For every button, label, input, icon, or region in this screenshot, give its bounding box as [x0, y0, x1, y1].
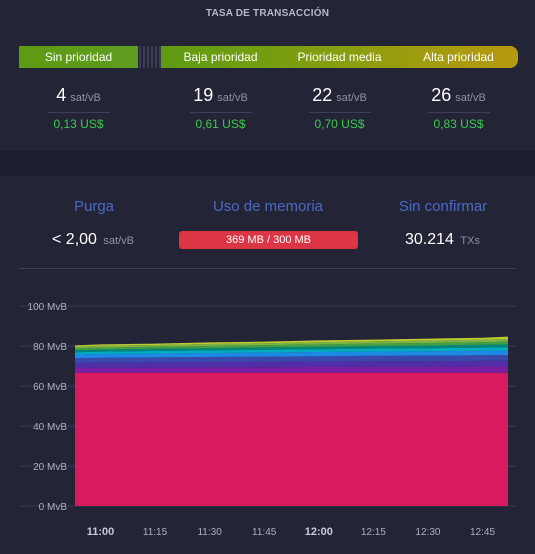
unconfirmed-unit: TXs — [460, 235, 480, 247]
area-series-7 — [75, 341, 508, 351]
unconfirmed-title: Sin confirmar — [398, 198, 488, 215]
fee-low-unit: sat/vB — [217, 92, 248, 104]
area-series-4 — [75, 350, 508, 359]
purge-value-wrap: < 2,00 sat/vB — [52, 231, 134, 249]
fee-high-rate: 26 — [431, 85, 452, 105]
fee-high: 26 sat/vB 0,83 US$ — [399, 84, 518, 132]
y-tick-label: 40 MvB — [33, 422, 67, 433]
purge-unit: sat/vB — [103, 235, 134, 247]
fee-medium-rate: 22 — [312, 85, 333, 105]
fee-none-rate: 4 — [56, 85, 67, 105]
y-tick-label: 80 MvB — [33, 342, 67, 353]
purge-value: < 2,00 — [52, 231, 97, 248]
mempool-panel: Purga < 2,00 sat/vB Uso de memoria 369 M… — [0, 176, 535, 554]
y-tick-label: 60 MvB — [33, 382, 67, 393]
priority-high-label: Alta prioridad — [423, 50, 494, 64]
unconfirmed-value: 30.214 — [405, 231, 454, 248]
purge-title: Purga — [73, 198, 115, 215]
x-tick-label: 11:00 — [87, 526, 115, 538]
fee-none-usd: 0,13 US$ — [53, 117, 104, 131]
fee-medium-usd: 0,70 US$ — [314, 117, 365, 131]
area-series-1 — [75, 366, 508, 373]
area-series-6 — [75, 344, 508, 353]
priority-gap-divider — [139, 46, 161, 68]
priority-low-label: Baja prioridad — [183, 50, 258, 64]
fee-low: 19 sat/vB 0,61 US$ — [161, 84, 280, 132]
area-series-3 — [75, 355, 508, 363]
x-tick-label: 11:45 — [252, 527, 277, 538]
area-series-2 — [75, 360, 508, 368]
fee-high-unit: sat/vB — [455, 92, 486, 104]
fee-medium-unit: sat/vB — [336, 92, 367, 104]
fee-medium: 22 sat/vB 0,70 US$ — [280, 84, 399, 132]
y-tick-label: 0 MvB — [39, 502, 68, 513]
x-tick-label: 11:15 — [143, 527, 168, 538]
area-series-0 — [75, 372, 508, 506]
y-tick-label: 100 MvB — [28, 302, 68, 313]
priority-medium-label: Prioridad media — [297, 50, 382, 64]
x-tick-label: 12:00 — [305, 526, 333, 538]
mempool-chart: 0 MvB 20 MvB 40 MvB 60 MvB 80 MvB 100 MvB 11:0… — [20, 302, 516, 538]
fee-none-unit: sat/vB — [70, 92, 101, 104]
transaction-fee-title: TASA DE TRANSACCIÓN — [0, 0, 535, 26]
fee-low-rate: 19 — [193, 85, 214, 105]
x-tick-label: 12:15 — [361, 527, 386, 538]
fee-none: 4 sat/vB 0,13 US$ — [19, 84, 138, 132]
memory-usage-title: Uso de memoria — [212, 198, 324, 215]
y-tick-label: 20 MvB — [33, 462, 67, 473]
area-series-8 — [75, 339, 508, 349]
panel-divider — [19, 268, 516, 269]
priority-levels-bar: Baja prioridad Prioridad media Alta prio… — [161, 46, 518, 68]
fee-panel: Sin prioridad Baja prioridad Prioridad m… — [0, 26, 535, 151]
priority-none-label: Sin prioridad — [19, 46, 138, 68]
x-tick-label: 12:45 — [470, 527, 495, 538]
x-tick-label: 11:30 — [197, 527, 222, 538]
x-tick-label: 12:30 — [415, 527, 440, 538]
fee-high-usd: 0,83 US$ — [433, 117, 484, 131]
unconfirmed-value-wrap: 30.214 TXs — [405, 231, 480, 249]
memory-usage-bar: 369 MB / 300 MB — [179, 231, 358, 249]
area-series-9 — [75, 336, 508, 347]
fee-low-usd: 0,61 US$ — [195, 117, 246, 131]
area-series-5 — [75, 347, 508, 355]
